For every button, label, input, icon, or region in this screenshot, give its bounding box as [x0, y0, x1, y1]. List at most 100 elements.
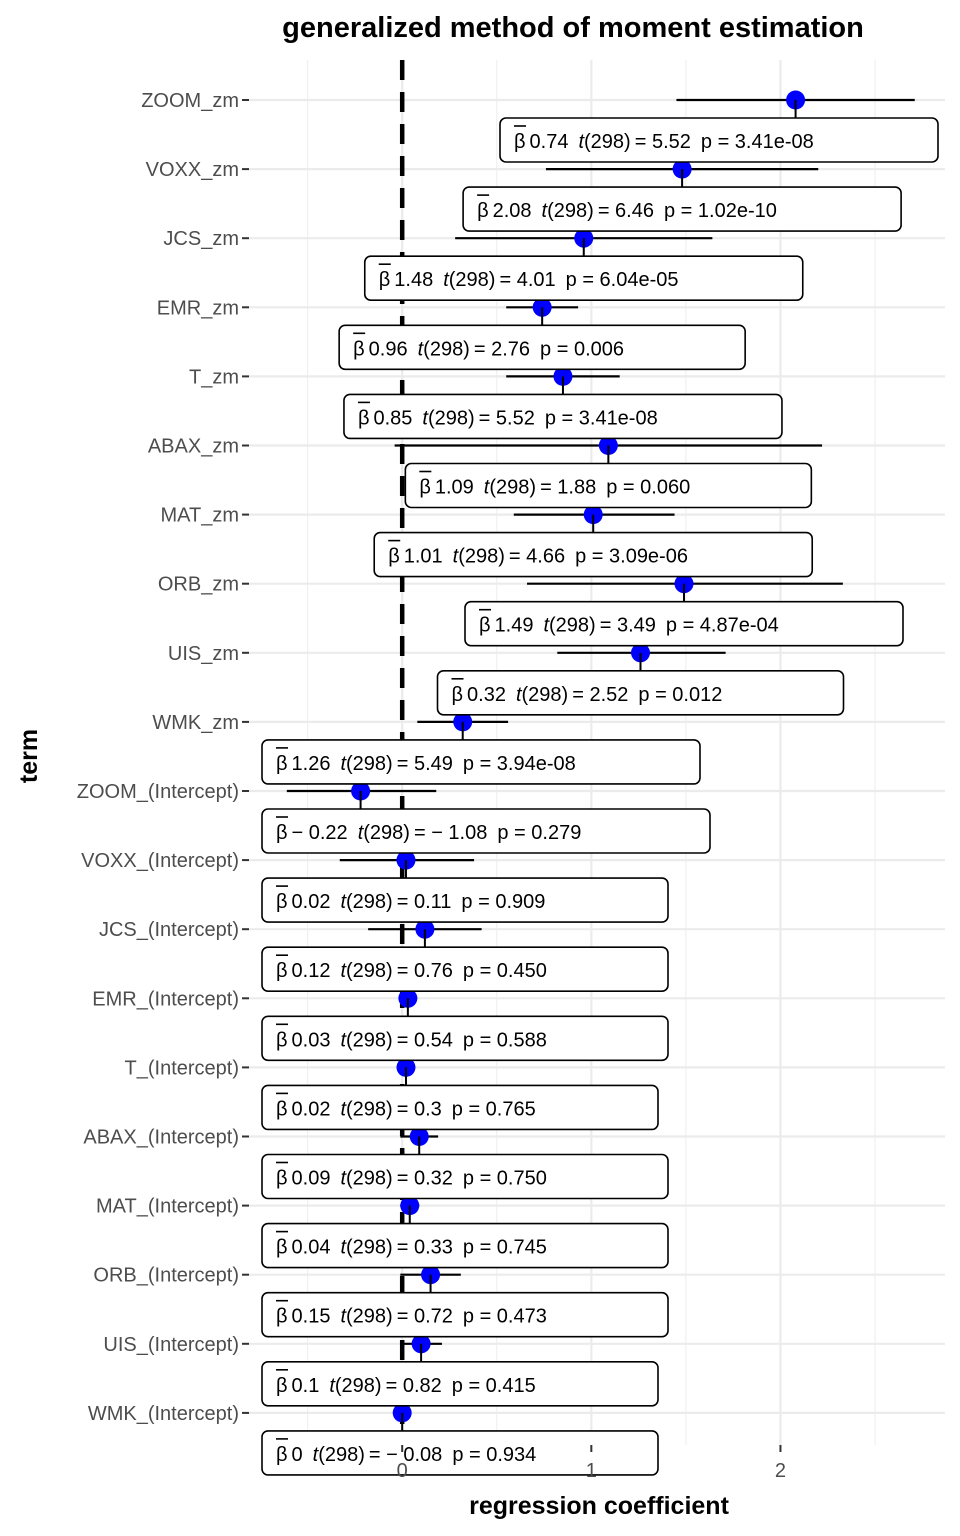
stat-label-box [499, 117, 939, 163]
beta-symbol: β [276, 891, 288, 913]
stat-label-box [436, 669, 845, 716]
y-tick-label: VOXX_zm [146, 159, 239, 181]
degrees-of-freedom: (298) [449, 269, 496, 291]
y-tick-label: MAT_(Intercept) [96, 1196, 239, 1218]
p-value: p = 0.588 [463, 1029, 547, 1051]
degrees-of-freedom: (298) [522, 684, 569, 706]
t-symbol: t [542, 200, 549, 222]
stat-label-box [404, 462, 813, 509]
p-value: p = 4.87e-04 [666, 615, 779, 637]
stat-label-box [261, 1361, 659, 1407]
t-value: = 0.76 [397, 960, 453, 982]
t-value: = 0.54 [397, 1029, 453, 1051]
p-value: p = 0.450 [463, 960, 547, 982]
beta-value: 0.02 [292, 1098, 331, 1120]
t-symbol: t [516, 684, 523, 706]
stat-label-box [373, 531, 814, 578]
stat-label-box [261, 1430, 659, 1476]
t-symbol: t [340, 891, 347, 913]
beta-symbol: β [276, 1306, 288, 1328]
y-tick-label: T_zm [189, 366, 239, 388]
beta-value: 1.26 [292, 753, 331, 775]
beta-symbol: β [477, 200, 489, 222]
y-tick-label: UIS_(Intercept) [103, 1334, 239, 1356]
degrees-of-freedom: (298) [346, 1237, 393, 1259]
degrees-of-freedom: (298) [346, 1168, 393, 1190]
t-symbol: t [418, 338, 425, 360]
y-tick-label: JCS_(Intercept) [99, 919, 239, 941]
t-symbol: t [340, 1098, 347, 1120]
stat-label-text: β 0.02 t(298) = 0.11 p = 0.909 [276, 891, 545, 913]
beta-value: 0.09 [292, 1168, 331, 1190]
degrees-of-freedom: (298) [346, 753, 393, 775]
p-value: p = 3.41e-08 [545, 407, 658, 429]
stat-label-text: β 0 t(298) = − 0.08 p = 0.934 [276, 1444, 536, 1466]
degrees-of-freedom: (298) [346, 1029, 393, 1051]
beta-value: 1.48 [394, 269, 433, 291]
t-value: = − 1.08 [414, 822, 487, 844]
beta-symbol: β [276, 960, 288, 982]
degrees-of-freedom: (298) [346, 960, 393, 982]
stat-label-text: β 0.1 t(298) = 0.82 p = 0.415 [276, 1375, 536, 1397]
stat-label-text: β 0.15 t(298) = 0.72 p = 0.473 [276, 1306, 547, 1328]
degrees-of-freedom: (298) [428, 407, 475, 429]
t-symbol: t [313, 1444, 320, 1466]
beta-value: 0.04 [292, 1237, 331, 1259]
t-symbol: t [340, 753, 347, 775]
y-tick-label: MAT_zm [160, 505, 239, 527]
stat-label-text: β 1.01 t(298) = 4.66 p = 3.09e-06 [388, 546, 688, 568]
t-symbol: t [340, 960, 347, 982]
stat-label-box [261, 1153, 669, 1200]
t-symbol: t [340, 1306, 347, 1328]
beta-symbol: β [276, 1444, 288, 1466]
stat-label-box [261, 1222, 669, 1269]
beta-value: 1.09 [435, 477, 474, 499]
stat-label-box [261, 1015, 669, 1062]
t-symbol: t [340, 1029, 347, 1051]
y-tick-label: JCS_zm [163, 228, 239, 250]
t-symbol: t [340, 1237, 347, 1259]
x-axis-title: regression coefficient [469, 1492, 729, 1520]
t-value: = 0.82 [386, 1375, 442, 1397]
beta-value: − 0.22 [292, 822, 348, 844]
beta-value: 0.12 [292, 960, 331, 982]
degrees-of-freedom: (298) [489, 477, 536, 499]
stat-label-text: β 0.74 t(298) = 5.52 p = 3.41e-08 [514, 131, 814, 153]
y-tick-label: ABAX_(Intercept) [83, 1127, 239, 1149]
stat-label-text: β 0.03 t(298) = 0.54 p = 0.588 [276, 1029, 547, 1051]
degrees-of-freedom: (298) [423, 338, 470, 360]
t-symbol: t [484, 477, 491, 499]
degrees-of-freedom: (298) [335, 1375, 382, 1397]
degrees-of-freedom: (298) [584, 131, 631, 153]
beta-value: 0.1 [292, 1375, 320, 1397]
p-value: p = 0.060 [606, 477, 690, 499]
stat-label-box [343, 393, 783, 440]
stat-label-box [261, 877, 669, 923]
stat-label-text: β 0.02 t(298) = 0.3 p = 0.765 [276, 1098, 536, 1120]
stat-label-text: β 0.12 t(298) = 0.76 p = 0.450 [276, 960, 547, 982]
t-value: = 4.66 [509, 546, 565, 568]
t-symbol: t [543, 615, 550, 637]
p-value: p = 1.02e-10 [664, 200, 777, 222]
stat-label-box [261, 739, 701, 785]
stat-label-text: β 1.49 t(298) = 3.49 p = 4.87e-04 [479, 615, 779, 637]
p-value: p = 0.909 [461, 891, 545, 913]
beta-symbol: β [379, 269, 391, 291]
stat-label-box [338, 324, 746, 371]
t-value: = 5.52 [479, 407, 535, 429]
p-value: p = 3.94e-08 [463, 753, 576, 775]
stat-label-box [464, 600, 904, 647]
stat-label-text: β 2.08 t(298) = 6.46 p = 1.02e-10 [477, 200, 777, 222]
t-symbol: t [422, 407, 429, 429]
degrees-of-freedom: (298) [363, 822, 410, 844]
t-value: = 0.11 [397, 891, 452, 913]
stat-label-text: β 1.09 t(298) = 1.88 p = 0.060 [419, 477, 690, 499]
p-value: p = 0.750 [463, 1168, 547, 1190]
y-tick-label: UIS_zm [168, 643, 239, 665]
stat-label-box [363, 255, 804, 302]
degrees-of-freedom: (298) [547, 200, 594, 222]
stat-label-text: β 0.96 t(298) = 2.76 p = 0.006 [353, 338, 624, 360]
y-tick-label: EMR_(Intercept) [92, 988, 239, 1010]
beta-symbol: β [276, 1375, 288, 1397]
